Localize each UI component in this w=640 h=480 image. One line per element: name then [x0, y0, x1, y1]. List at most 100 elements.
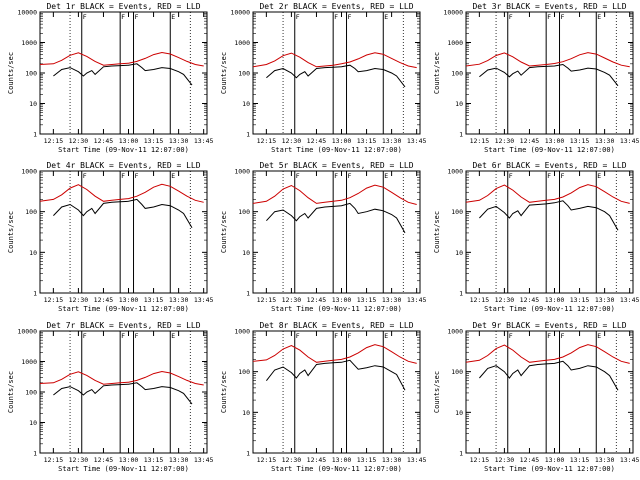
- x-tick-label: 12:45: [94, 296, 114, 304]
- state-marker-label: F: [83, 332, 87, 340]
- chart-panel-8: Det 8r BLACK = Events, RED = LLD F F F E 1 10 1…: [220, 321, 427, 473]
- state-marker-label: F: [334, 172, 338, 180]
- x-tick-label: 13:15: [570, 296, 590, 304]
- x-tick-label: 12:15: [257, 296, 277, 304]
- y-tick-label: 100: [451, 70, 463, 78]
- y-axis-label: Counts/sec: [7, 371, 15, 413]
- x-tick-label: 12:30: [282, 296, 302, 304]
- lld-series-line: [465, 184, 630, 204]
- chart-panel-5: Det 5r BLACK = Events, RED = LLD F F F E 1 10 1…: [220, 161, 427, 313]
- y-tick-label: 100: [238, 368, 250, 376]
- y-tick-label: 10: [455, 100, 463, 108]
- plot-frame: [252, 330, 421, 454]
- state-marker-label: E: [171, 172, 175, 180]
- plot-frame: [39, 170, 208, 294]
- x-tick-label: 13:30: [382, 137, 402, 145]
- state-marker-label: E: [597, 172, 601, 180]
- state-marker-label: F: [296, 13, 300, 21]
- y-axis-label: Counts/sec: [433, 371, 441, 413]
- x-tick-label: 13:00: [119, 137, 139, 145]
- x-tick-label: 13:30: [169, 296, 189, 304]
- y-tick-label: 10000: [443, 9, 463, 17]
- state-marker-label: F: [561, 13, 565, 21]
- x-tick-label: 13:00: [545, 456, 565, 464]
- x-tick-label: 12:15: [470, 137, 490, 145]
- x-tick-label: 13:45: [620, 296, 640, 304]
- y-tick-label: 10: [242, 249, 250, 257]
- chart-panel-7: Det 7r BLACK = Events, RED = LLD F F F E 1 10 1…: [7, 321, 214, 473]
- x-tick-label: 13:00: [545, 296, 565, 304]
- x-tick-label: 13:30: [595, 296, 615, 304]
- x-tick-label: 12:15: [257, 137, 277, 145]
- x-tick-label: 13:30: [169, 137, 189, 145]
- state-marker-label: E: [597, 332, 601, 340]
- state-marker-label: F: [561, 332, 565, 340]
- state-marker-label: F: [509, 172, 513, 180]
- state-marker-label: F: [547, 172, 551, 180]
- y-tick-label: 1: [246, 131, 250, 139]
- x-tick-label: 13:30: [382, 456, 402, 464]
- lld-series-line: [39, 51, 204, 67]
- x-tick-label: 13:45: [194, 137, 214, 145]
- lld-series-line: [252, 184, 417, 205]
- x-tick-label: 12:30: [495, 296, 515, 304]
- state-marker-label: F: [121, 332, 125, 340]
- x-tick-label: 13:00: [119, 296, 139, 304]
- x-axis-label: Start Time (09-Nov-11 12:07:00): [484, 465, 615, 473]
- x-tick-label: 12:30: [69, 456, 89, 464]
- y-tick-label: 1: [33, 290, 37, 298]
- chart-title: Det 6r BLACK = Events, RED = LLD: [472, 161, 626, 170]
- chart-title: Det 2r BLACK = Events, RED = LLD: [259, 2, 413, 11]
- x-tick-label: 12:45: [307, 296, 327, 304]
- y-tick-label: 100: [238, 70, 250, 78]
- x-tick-label: 13:15: [144, 456, 164, 464]
- state-marker-label: F: [296, 332, 300, 340]
- x-tick-label: 12:45: [520, 456, 540, 464]
- x-tick-label: 12:15: [470, 296, 490, 304]
- state-marker-label: F: [348, 172, 352, 180]
- x-tick-label: 12:30: [69, 137, 89, 145]
- x-axis-label: Start Time (09-Nov-11 12:07:00): [58, 305, 189, 313]
- state-marker-label: E: [384, 172, 388, 180]
- lld-series-line: [39, 183, 204, 203]
- chart-title: Det 9r BLACK = Events, RED = LLD: [472, 321, 626, 330]
- x-tick-label: 12:45: [520, 296, 540, 304]
- y-tick-label: 1000: [234, 328, 250, 336]
- x-tick-label: 13:00: [119, 456, 139, 464]
- state-marker-label: E: [171, 332, 175, 340]
- x-tick-label: 13:15: [357, 137, 377, 145]
- y-tick-label: 1: [459, 131, 463, 139]
- y-tick-label: 1: [246, 290, 250, 298]
- x-tick-label: 13:45: [620, 137, 640, 145]
- state-marker-label: F: [334, 332, 338, 340]
- events-series-line: [479, 200, 619, 231]
- lld-series-line: [465, 52, 630, 68]
- x-tick-label: 12:15: [257, 456, 277, 464]
- x-tick-label: 13:15: [570, 137, 590, 145]
- x-tick-label: 12:30: [282, 137, 302, 145]
- events-series-line: [53, 63, 193, 86]
- events-series-line: [479, 360, 619, 391]
- chart-panel-2: Det 2r BLACK = Events, RED = LLD F F F E 1 10 1…: [220, 2, 427, 154]
- y-tick-label: 10000: [230, 9, 250, 17]
- y-axis-label: Counts/sec: [220, 371, 228, 413]
- x-tick-label: 13:15: [357, 456, 377, 464]
- state-marker-label: F: [135, 332, 139, 340]
- x-tick-label: 13:45: [620, 456, 640, 464]
- state-marker-label: F: [83, 13, 87, 21]
- y-axis-label: Counts/sec: [220, 52, 228, 94]
- lld-series-line: [39, 370, 204, 386]
- x-tick-label: 13:30: [169, 456, 189, 464]
- plot-frame: [465, 11, 634, 135]
- x-axis-label: Start Time (09-Nov-11 12:07:00): [271, 146, 402, 154]
- plot-frame: [465, 170, 634, 294]
- chart-title: Det 7r BLACK = Events, RED = LLD: [46, 321, 200, 330]
- chart-panel-4: Det 4r BLACK = Events, RED = LLD F F F E 1 10 1…: [7, 161, 214, 313]
- x-tick-label: 13:45: [407, 456, 427, 464]
- x-tick-label: 13:45: [407, 137, 427, 145]
- x-tick-label: 13:45: [407, 296, 427, 304]
- x-tick-label: 12:30: [69, 296, 89, 304]
- y-tick-label: 1000: [234, 39, 250, 47]
- chart-title: Det 5r BLACK = Events, RED = LLD: [259, 161, 413, 170]
